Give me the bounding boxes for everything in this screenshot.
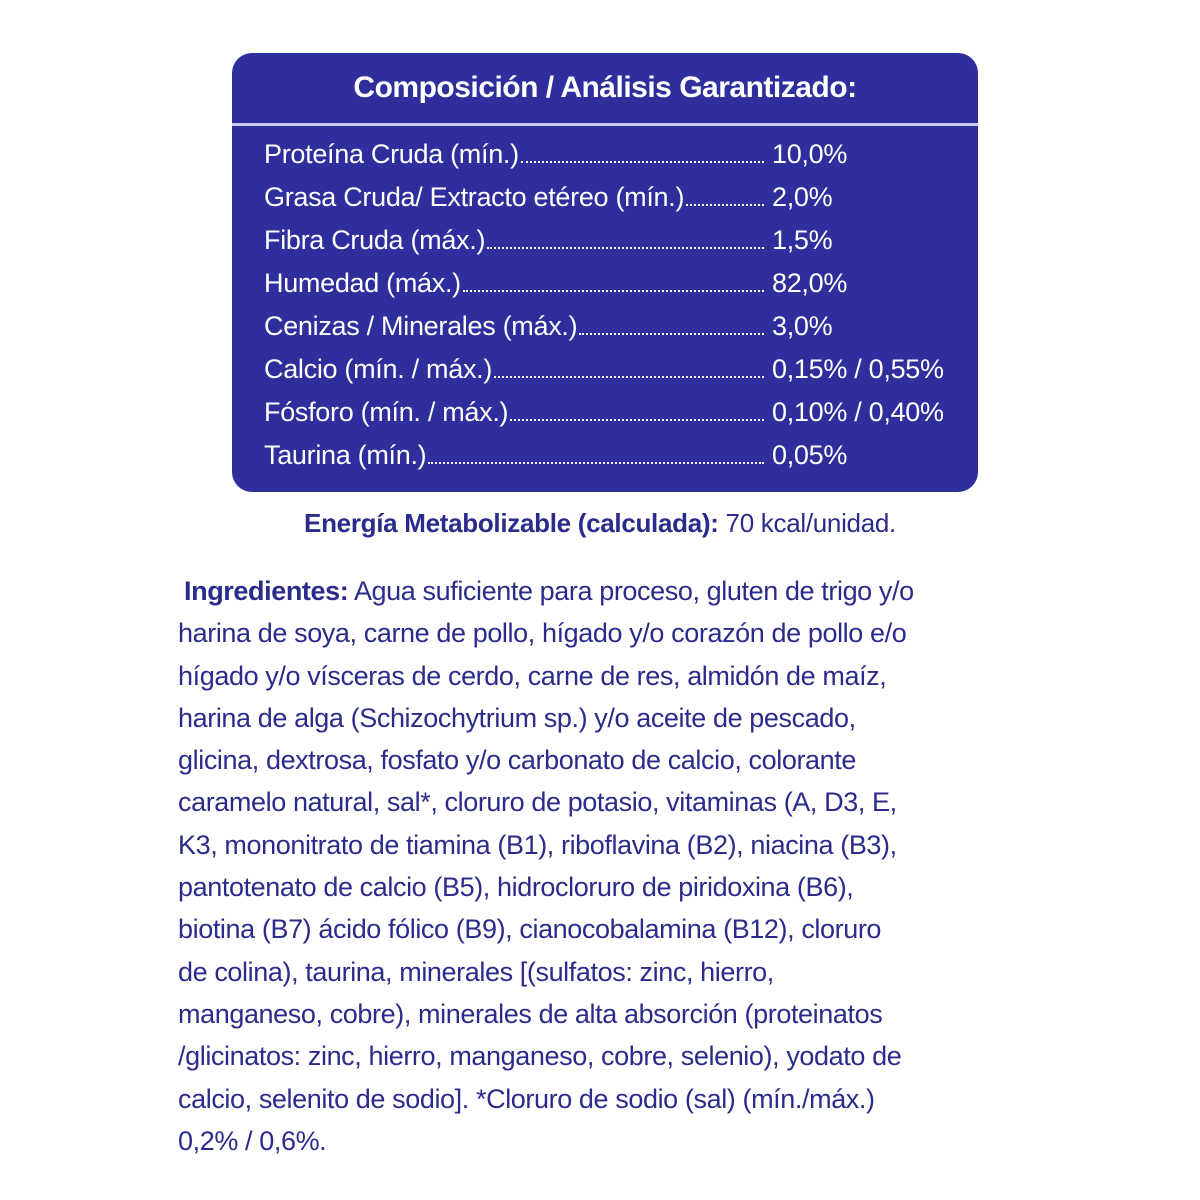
energy-label: Energía Metabolizable (calculada):: [304, 508, 719, 538]
title-divider: [232, 123, 978, 126]
ingredients-line: harina de alga (Schizochytrium sp.) y/o …: [178, 702, 856, 733]
energy-value: 70 kcal/unidad.: [725, 508, 897, 538]
analysis-row: Calcio (mín. / máx.) 0,15% / 0,55%: [264, 354, 964, 397]
guaranteed-analysis-box: Composición / Análisis Garantizado: Prot…: [232, 53, 978, 492]
dot-leader: [494, 376, 764, 378]
dot-leader: [428, 462, 764, 464]
ingredients-block: Ingredientes: Agua suficiente para proce…: [178, 570, 914, 1162]
ingredients-line: 0,2% / 0,6%.: [178, 1125, 327, 1156]
ingredients-line: hígado y/o vísceras de cerdo, carne de r…: [178, 660, 887, 691]
ingredients-line: /glicinatos: zinc, hierro, manganeso, co…: [178, 1041, 902, 1072]
nutrient-label: Grasa Cruda/ Extracto etéreo (mín.): [264, 182, 685, 212]
analysis-row: Cenizas / Minerales (máx.) 3,0%: [264, 311, 964, 354]
nutrient-label: Fósforo (mín. / máx.): [264, 397, 509, 427]
dot-leader: [520, 161, 764, 163]
analysis-row: Proteína Cruda (mín.) 10,0%: [264, 139, 964, 182]
ingredients-line: de colina), taurina, minerales [(sulfato…: [178, 956, 774, 987]
ingredients-line: manganeso, cobre), minerales de alta abs…: [178, 998, 883, 1029]
nutrient-label: Humedad (máx.): [264, 268, 461, 298]
nutrient-value: 0,15% / 0,55%: [772, 354, 944, 384]
nutrient-label: Taurina (mín.): [264, 440, 427, 470]
ingredients-text: Agua suficiente para proceso, gluten de …: [353, 576, 914, 606]
nutrient-value: 10,0%: [772, 139, 848, 169]
nutrient-value: 2,0%: [772, 182, 833, 212]
dot-leader: [510, 419, 764, 421]
nutrient-label: Fibra Cruda (máx.): [264, 225, 486, 255]
ingredients-line: biotina (B7) ácido fólico (B9), cianocob…: [178, 914, 882, 945]
dot-leader: [487, 247, 764, 249]
nutrient-label: Cenizas / Minerales (máx.): [264, 311, 578, 341]
ingredients-line: caramelo natural, sal*, cloruro de potas…: [178, 787, 897, 818]
ingredients-line: glicina, dextrosa, fosfato y/o carbonato…: [178, 745, 857, 776]
nutrient-label: Calcio (mín. / máx.): [264, 354, 493, 384]
analysis-rows: Proteína Cruda (mín.) 10,0% Grasa Cruda/ E…: [264, 139, 964, 483]
energy-line: Energía Metabolizable (calculada): 70 kc…: [0, 508, 1200, 539]
analysis-row: Humedad (máx.) 82,0%: [264, 268, 964, 311]
nutrient-value: 1,5%: [772, 225, 833, 255]
ingredients-line: pantotenato de calcio (B5), hidrocloruro…: [178, 872, 854, 903]
dot-leader: [686, 204, 764, 206]
dot-leader: [579, 333, 764, 335]
nutrient-label: Proteína Cruda (mín.): [264, 139, 519, 169]
analysis-title: Composición / Análisis Garantizado:: [353, 71, 857, 104]
analysis-row: Taurina (mín.) 0,05%: [264, 440, 964, 483]
analysis-row: Fósforo (mín. / máx.) 0,10% / 0,40%: [264, 397, 964, 440]
ingredients-line: Ingredientes: Agua suficiente para proce…: [178, 570, 914, 612]
analysis-row: Fibra Cruda (máx.) 1,5%: [264, 225, 964, 268]
ingredients-line: harina de soya, carne de pollo, hígado y…: [178, 618, 907, 649]
nutrient-value: 0,10% / 0,40%: [772, 397, 944, 427]
ingredients-line: K3, mononitrato de tiamina (B1), ribofla…: [178, 829, 897, 860]
analysis-row: Grasa Cruda/ Extracto etéreo (mín.) 2,0%: [264, 182, 964, 225]
dot-leader: [462, 290, 764, 292]
ingredients-line: calcio, selenito de sodio]. *Cloruro de …: [178, 1083, 875, 1114]
ingredients-label: Ingredientes:: [184, 576, 349, 606]
nutrient-value: 3,0%: [772, 311, 833, 341]
nutrient-value: 0,05%: [772, 440, 848, 470]
nutrient-value: 82,0%: [772, 268, 848, 298]
